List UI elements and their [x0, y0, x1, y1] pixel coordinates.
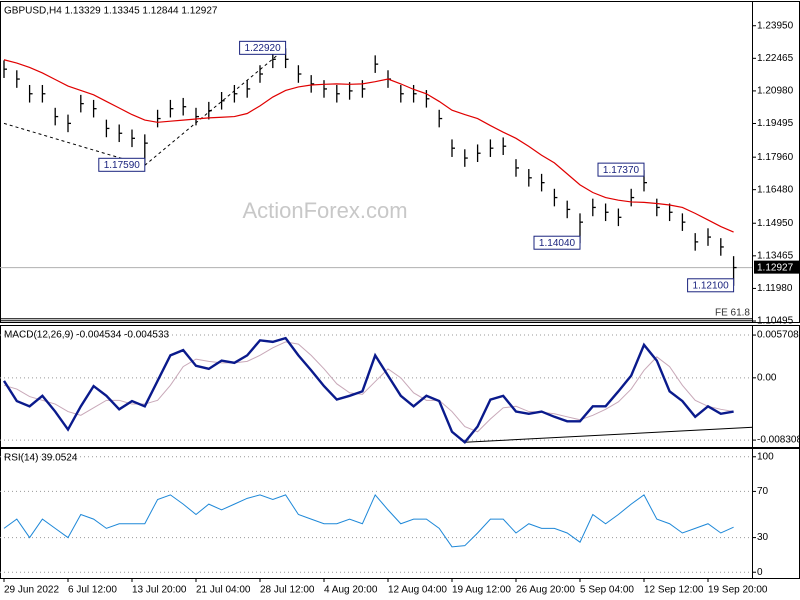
fe-label: FE 61.8 — [715, 307, 750, 318]
x-tick-label: 28 Jul 12:00 — [260, 585, 315, 596]
annotation-box — [533, 235, 581, 250]
x-tick-label: 21 Jul 04:00 — [196, 585, 251, 596]
x-tick-label: 13 Jul 20:00 — [132, 585, 187, 596]
guide-line — [144, 47, 286, 166]
series-line — [3, 493, 734, 548]
y-tick-label: 0.00 — [757, 372, 777, 383]
panel-title: GBPUSD,H4 1.13329 1.13345 1.12844 1.1292… — [4, 6, 218, 17]
annotation-box — [98, 157, 146, 172]
annotation-box — [597, 162, 645, 177]
annotation-box — [239, 40, 287, 55]
current-price-tag — [754, 260, 800, 274]
panel-title: RSI(14) 39.0524 — [4, 453, 78, 464]
y-tick-label: -0.008308 — [757, 435, 800, 446]
x-tick-label: 5 Sep 04:00 — [580, 585, 634, 596]
y-tick-label: 1.10495 — [757, 316, 794, 327]
x-tick-label: 12 Sep 12:00 — [644, 585, 704, 596]
annotation-box — [687, 278, 735, 293]
y-tick-label: 1.13465 — [757, 250, 794, 261]
x-tick-label: 6 Jul 12:00 — [68, 585, 117, 596]
y-tick-label: 0 — [757, 567, 763, 578]
x-tick-label: 12 Aug 04:00 — [388, 585, 447, 596]
y-tick-label: 1.16480 — [757, 184, 794, 195]
trendline — [464, 426, 753, 443]
annotation-label: 1.17590 — [104, 160, 141, 171]
y-tick-label: 1.11980 — [757, 283, 793, 294]
y-tick-label: 1.14950 — [757, 218, 794, 229]
y-tick-label: 30 — [757, 532, 769, 543]
annotation-label: 1.22920 — [245, 43, 282, 54]
y-tick-label: 1.22465 — [757, 53, 794, 64]
panel-title: MACD(12,26,9) -0.004534 -0.004533 — [4, 330, 170, 341]
watermark: ActionForex.com — [242, 198, 407, 223]
y-tick-label: 1.17960 — [757, 152, 794, 163]
x-tick-label: 29 Jun 2022 — [4, 585, 59, 596]
annotation-label: 1.12100 — [693, 280, 730, 291]
current-price-label: 1.12927 — [757, 262, 794, 273]
y-tick-label: 1.20980 — [757, 86, 794, 97]
x-tick-label: 19 Sep 20:00 — [708, 585, 768, 596]
x-tick-label: 4 Aug 20:00 — [324, 585, 378, 596]
annotation-label: 1.17370 — [603, 165, 640, 176]
y-tick-label: 1.19495 — [757, 118, 794, 129]
y-tick-label: 70 — [757, 486, 769, 497]
annotation-label: 1.14040 — [539, 238, 576, 249]
y-tick-label: 100 — [757, 451, 774, 462]
y-tick-label: 0.005708 — [757, 330, 799, 341]
series-line — [2, 336, 734, 444]
y-tick-label: 1.23950 — [757, 20, 794, 31]
series-line — [3, 341, 734, 433]
x-tick-label: 19 Aug 12:00 — [452, 585, 511, 596]
x-tick-label: 26 Aug 20:00 — [516, 585, 575, 596]
moving-average — [3, 59, 734, 233]
